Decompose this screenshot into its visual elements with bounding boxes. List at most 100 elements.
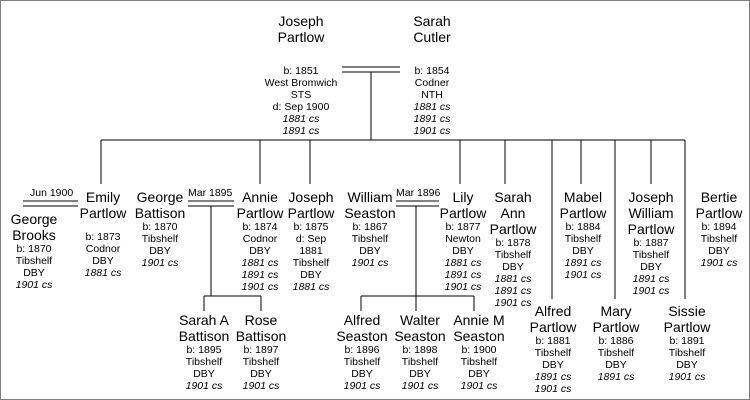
person-county: DBY [452, 245, 474, 257]
person-birthplace: Tibshelf [15, 255, 53, 267]
person-surname: Battison [178, 328, 230, 344]
census-record: 1891 cs [597, 371, 635, 383]
person-county: DBY [249, 245, 271, 257]
census-record: 1901 cs [15, 279, 53, 291]
census-record: 1891 cs [632, 273, 670, 285]
person-county: DBY [542, 359, 564, 371]
person-birthplace: Tibshelf [597, 347, 635, 359]
person-joseph-william-partlow[interactable]: Joseph William Partlow b: 1887 Tibshelf … [623, 189, 679, 297]
person-emily-partlow[interactable]: Emily Partlow b: 1873 Codnor DBY 1881 cs [77, 189, 129, 279]
person-sissie-partlow[interactable]: Sissie Partlow b: 1891 Tibshelf DBY 1901… [661, 303, 713, 383]
person-surname: Partlow [592, 319, 640, 335]
census-record: 1901 cs [564, 269, 602, 281]
person-annie-partlow[interactable]: Annie Partlow b: 1874 Codnor DBY 1881 cs… [234, 189, 286, 293]
person-walter-seaston[interactable]: Walter Seaston b: 1898 Tibshelf DBY 1901… [392, 312, 448, 392]
census-record: 1881 cs [494, 273, 532, 285]
person-county: STS [290, 89, 312, 101]
person-surname: Seaston [344, 205, 396, 221]
person-surname: Partlow [236, 205, 284, 221]
person-name: Lily [452, 189, 474, 205]
census-record: 1901 cs [241, 281, 279, 293]
person-county: DBY [359, 245, 381, 257]
person-middle-name: William [628, 205, 674, 221]
person-surname: Partlow [277, 29, 325, 45]
person-sarah-a-battison[interactable]: Sarah A Battison b: 1895 Tibshelf DBY 19… [171, 312, 237, 392]
person-george-brooks[interactable]: George Brooks b: 1870 Tibshelf DBY 1901 … [5, 211, 63, 291]
person-surname: Partlow [627, 221, 675, 237]
person-annie-m-seaston[interactable]: Annie M Seaston b: 1900 Tibshelf DBY 190… [448, 312, 510, 392]
census-record: 1901 cs [401, 380, 439, 392]
person-county: DBY [605, 359, 627, 371]
person-name: Annie M [453, 312, 505, 328]
person-birth: b: 1881 [535, 335, 571, 347]
person-bertie-partlow[interactable]: Bertie Partlow b: 1894 Tibshelf DBY 1901… [693, 189, 745, 269]
person-alfred-partlow[interactable]: Alfred Partlow b: 1881 Tibshelf DBY 1891… [527, 303, 579, 395]
person-birth: b: 1884 [565, 221, 601, 233]
person-county: DBY [572, 245, 594, 257]
person-name: Joseph [288, 189, 334, 205]
person-death: d: Sep 1900 [272, 101, 330, 113]
person-surname: Partlow [663, 319, 711, 335]
person-name: George [10, 211, 58, 227]
census-record: 1881 cs [84, 267, 122, 279]
person-birth: b: 1854 [414, 65, 450, 77]
person-name: Rose [244, 312, 278, 328]
person-death-year: 1881 [299, 245, 323, 257]
census-record: 1901 cs [343, 380, 381, 392]
person-county: DBY [468, 368, 490, 380]
person-birthplace: Tibshelf [343, 356, 381, 368]
person-name: Mary [600, 303, 632, 319]
census-record: 1891 cs [282, 125, 320, 137]
person-mabel-partlow[interactable]: Mabel Partlow b: 1884 Tibshelf DBY 1891 … [556, 189, 610, 281]
marriage-date-seaston-partlow: Mar 1896 [396, 187, 441, 199]
census-record: 1881 cs [444, 257, 482, 269]
person-birthplace: Tibshelf [401, 356, 439, 368]
person-birth: b: 1886 [598, 335, 634, 347]
person-name: William [347, 189, 393, 205]
census-record: 1881 cs [282, 113, 320, 125]
person-lily-partlow[interactable]: Lily Partlow b: 1877 Newton DBY 1881 cs … [437, 189, 489, 293]
census-record: 1901 cs [141, 257, 179, 269]
person-surname: Partlow [559, 205, 607, 221]
person-birthplace: Tibshelf [460, 356, 498, 368]
person-rose-battison[interactable]: Rose Battison b: 1897 Tibshelf DBY 1901 … [232, 312, 290, 392]
person-mary-partlow[interactable]: Mary Partlow b: 1886 Tibshelf DBY 1891 c… [590, 303, 642, 383]
person-birthplace: Codner [414, 77, 450, 89]
person-sarah-ann-partlow[interactable]: Sarah Ann Partlow b: 1878 Tibshelf DBY 1… [487, 189, 539, 309]
person-surname: Cutler [413, 29, 451, 45]
marriage-date-battison-partlow: Mar 1895 [188, 187, 233, 199]
person-joseph-partlow-sr[interactable]: Joseph Partlow b: 1851 West Bromwich STS… [263, 13, 339, 137]
census-record: 1901 cs [444, 281, 482, 293]
person-sarah-cutler[interactable]: Sarah Cutler b: 1854 Codner NTH 1881 cs … [402, 13, 462, 137]
person-george-battison[interactable]: George Battison b: 1870 Tibshelf DBY 190… [131, 189, 189, 269]
person-birthplace: Tibshelf [351, 233, 389, 245]
person-name: Joseph [278, 13, 324, 29]
person-birth: b: 1874 [242, 221, 278, 233]
census-record: 1901 cs [185, 380, 223, 392]
person-name: Walter [400, 312, 440, 328]
person-birth: b: 1894 [701, 221, 737, 233]
person-surname: Partlow [529, 319, 577, 335]
person-name: Mabel [563, 189, 603, 205]
person-death: d: Sep [295, 233, 327, 245]
person-birth: b: 1900 [461, 344, 497, 356]
person-joseph-partlow-jr[interactable]: Joseph Partlow b: 1875 d: Sep 1881 Tibsh… [284, 189, 338, 293]
person-county: DBY [640, 261, 662, 273]
census-record: 1881 cs [413, 101, 451, 113]
person-birthplace: Tibshelf [185, 356, 223, 368]
person-surname: Seaston [453, 328, 505, 344]
person-surname: Partlow [287, 205, 335, 221]
person-name: Bertie [700, 189, 738, 205]
person-birthplace: West Bromwich [264, 77, 338, 89]
person-william-seaston[interactable]: William Seaston b: 1867 Tibshelf DBY 190… [340, 189, 400, 269]
person-surname: Partlow [695, 205, 743, 221]
person-surname: Partlow [439, 205, 487, 221]
person-birth: b: 1875 [293, 221, 329, 233]
person-birth: b: 1870 [16, 243, 52, 255]
census-record: 1881 cs [292, 281, 330, 293]
person-birth: b: 1867 [352, 221, 388, 233]
person-birth: b: 1877 [445, 221, 481, 233]
person-birthplace: Tibshelf [141, 233, 179, 245]
person-alfred-seaston[interactable]: Alfred Seaston b: 1896 Tibshelf DBY 1901… [334, 312, 390, 392]
census-record: 1881 cs [241, 257, 279, 269]
